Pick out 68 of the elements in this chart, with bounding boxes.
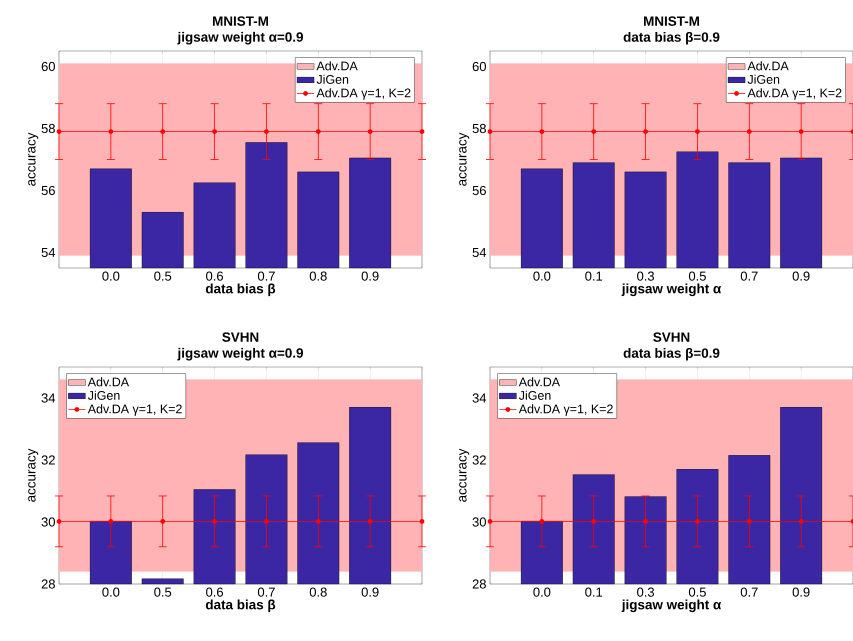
y-axis-title: accuracy	[459, 132, 470, 186]
x-tick-label: 0.7	[740, 272, 758, 281]
x-tick-label: 0.9	[792, 272, 810, 281]
x-tick-label: 0.9	[362, 272, 379, 281]
y-tick-label: 58	[472, 124, 486, 134]
x-tick-label: 0.9	[792, 588, 810, 597]
band-label: Adv.DA	[88, 377, 130, 386]
chart-title: MNIST-M	[644, 16, 700, 26]
x-tick-label: 0.1	[585, 272, 602, 281]
x-tick-label: 0.5	[688, 272, 706, 281]
x-tick-label: 0.3	[637, 272, 654, 281]
legend-label: JiGen	[748, 74, 780, 84]
legend-label: Adv.DA γ=1, K=2	[88, 404, 182, 416]
legend-label: Adv.DA γ=1, K=2	[316, 88, 410, 100]
x-tick-label: 0.3	[637, 588, 654, 597]
legend-label: JiGen	[316, 74, 348, 84]
chart-title: MNIST-M	[213, 16, 268, 26]
x-tick-label: 0.6	[206, 588, 224, 597]
band-label: Adv.DA	[316, 61, 358, 70]
y-tick-label: 32	[472, 455, 486, 465]
y-tick-label: 60	[472, 62, 486, 72]
legend-label: Adv.DA γ=1, K=2	[518, 404, 613, 416]
x-tick-label: 0.6	[206, 272, 224, 281]
chart-title: SVHN	[653, 332, 690, 342]
x-axis-title: jigsaw weight α	[622, 284, 722, 296]
x-axis-title: data bias β	[206, 284, 276, 296]
x-tick-label: 0.5	[154, 588, 172, 597]
legend-label: Adv.DA γ=1, K=2	[747, 88, 842, 100]
legend-label: JiGen	[88, 390, 120, 400]
y-axis-title: accuracy	[28, 448, 38, 502]
y-tick-label: 56	[42, 186, 55, 196]
x-tick-label: 0.0	[102, 272, 120, 281]
y-tick-label: 28	[42, 579, 55, 589]
y-tick-label: 56	[472, 186, 486, 196]
y-tick-label: 60	[42, 62, 55, 72]
y-tick-label: 54	[472, 248, 486, 258]
x-tick-label: 0.0	[102, 588, 120, 597]
y-tick-label: 28	[472, 579, 486, 589]
chart-subtitle: data bias β=0.9	[624, 32, 720, 45]
y-tick-label: 30	[472, 517, 486, 527]
x-tick-label: 0.0	[533, 588, 550, 597]
chart-subtitle: jigsaw weight α=0.9	[177, 348, 304, 360]
x-tick-label: 0.7	[258, 272, 275, 281]
y-tick-label: 30	[42, 517, 55, 527]
y-tick-label: 54	[42, 248, 56, 258]
chart-subtitle: jigsaw weight α=0.9	[177, 32, 304, 44]
x-tick-label: 0.7	[740, 588, 758, 597]
x-tick-label: 0.5	[688, 588, 706, 597]
y-tick-label: 58	[42, 124, 55, 134]
x-tick-label: 0.8	[310, 588, 327, 597]
x-tick-label: 0.5	[154, 272, 172, 281]
y-tick-label: 34	[472, 393, 486, 403]
chart-subtitle: data bias β=0.9	[624, 348, 720, 361]
band-label: Adv.DA	[518, 377, 560, 386]
y-axis-title: accuracy	[459, 448, 470, 502]
chart-title: SVHN	[222, 332, 258, 342]
x-tick-label: 0.9	[362, 588, 379, 597]
x-tick-label: 0.0	[533, 272, 550, 281]
y-axis-title: accuracy	[28, 132, 38, 186]
x-tick-label: 0.7	[258, 588, 275, 597]
x-axis-title: data bias β	[206, 600, 276, 612]
x-axis-title: jigsaw weight α	[622, 600, 722, 612]
band-label: Adv.DA	[747, 61, 789, 70]
x-tick-label: 0.8	[310, 272, 327, 281]
y-tick-label: 32	[42, 455, 55, 465]
x-tick-label: 0.1	[585, 588, 602, 597]
y-tick-label: 34	[42, 393, 56, 403]
legend-label: JiGen	[518, 390, 550, 400]
